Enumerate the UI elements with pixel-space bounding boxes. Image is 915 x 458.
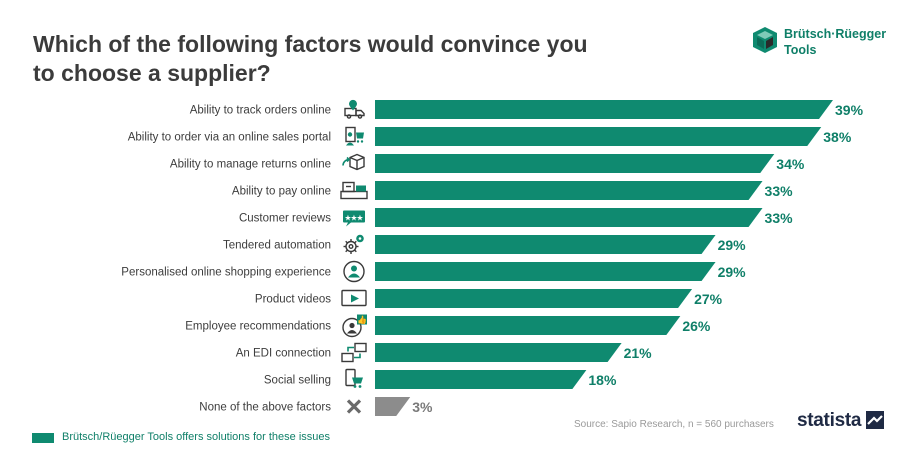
edi-connection-icon [341,342,367,363]
logo-line-2: Tools [784,43,817,57]
category-label: Ability to order via an online sales por… [128,132,331,144]
payment-terminal-icon [340,181,368,200]
legend-label: Brütsch/Rüegger Tools offers solutions f… [62,431,331,443]
user-profile-icon [343,260,365,283]
chart-title: Which of the following factors would con… [33,31,588,86]
svg-text:👍: 👍 [357,315,367,325]
svg-text:★: ★ [344,214,351,223]
data-label: 3% [412,399,433,415]
category-label: Employee recommendations [185,321,331,333]
legend-swatch [32,433,54,443]
truck-location-icon [344,99,365,119]
category-label: Ability to manage returns online [170,159,331,171]
category-label: An EDI connection [236,348,331,360]
bar [375,289,693,308]
automation-gears-icon [343,234,364,254]
data-label: 26% [682,318,711,334]
data-label: 39% [835,102,864,118]
bar [375,370,587,389]
bar [375,316,681,335]
data-label: 34% [776,156,805,172]
bar [375,100,833,119]
category-label: Tendered automation [223,240,331,252]
data-label: 38% [823,129,852,145]
bar [375,181,763,200]
data-label: 33% [765,183,794,199]
cross-icon [346,399,362,414]
employee-thumbs-up-icon: 👍 [342,314,367,338]
online-shop-icon [345,126,364,146]
bar [375,397,411,416]
category-label: Personalised online shopping experience [121,267,331,279]
svg-text:★: ★ [356,214,363,223]
return-box-icon [342,153,365,171]
category-label: Ability to pay online [232,186,331,198]
bar [375,262,716,281]
data-label: 29% [718,264,747,280]
bar [375,154,775,173]
data-label: 33% [765,210,794,226]
brand-logo: Brütsch·Rüegger Tools [752,24,902,64]
category-label: Customer reviews [239,213,331,225]
source-note: Source: Sapio Research, n = 560 purchase… [574,419,774,430]
data-label: 21% [624,345,653,361]
category-label: Ability to track orders online [190,105,331,117]
statista-mark-icon [866,411,884,429]
data-label: 18% [588,372,617,388]
data-label: 29% [718,237,747,253]
bar [375,235,716,254]
video-play-icon [341,289,367,307]
category-label: Product videos [255,294,331,306]
bar [375,127,822,146]
toolbox-logo-icon [753,27,777,53]
logo-line-1: Brütsch·Rüegger [784,27,887,41]
bar [375,343,622,362]
bar [375,208,763,227]
category-label: Social selling [264,375,331,387]
social-cart-icon [345,368,363,388]
category-label: None of the above factors [199,402,331,414]
rating-stars-icon: ★★★ [343,210,365,227]
data-label: 27% [694,291,723,307]
statista-logo: statista [797,410,862,431]
svg-text:★: ★ [350,214,357,223]
